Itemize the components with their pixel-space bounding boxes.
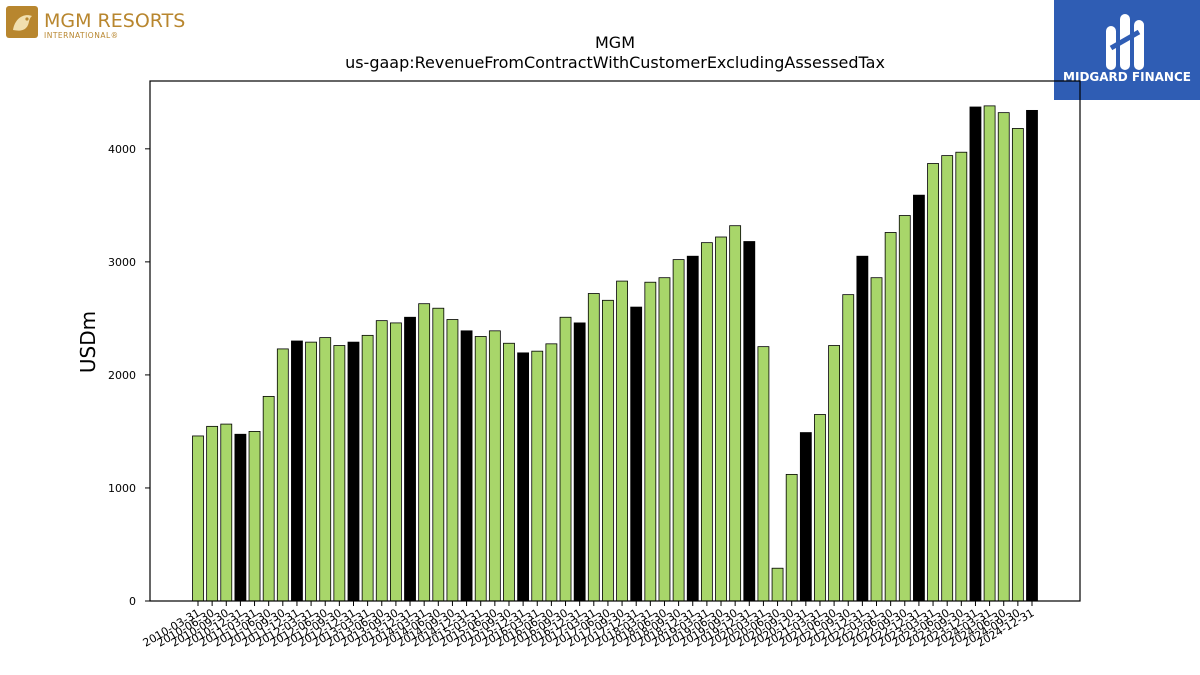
bar-2013-09-30 [389, 322, 402, 602]
chart-title: MGM [595, 33, 635, 52]
y-tick-label: 2000 [108, 369, 136, 382]
bar-2021-12-31 [856, 255, 869, 602]
bar-2016-03-31 [531, 350, 544, 602]
brand-left-name: MGM RESORTS [44, 10, 185, 32]
bar-2011-03-31 [248, 431, 261, 602]
bar-2012-12-31 [347, 341, 360, 602]
y-tick-label: 3000 [108, 256, 136, 269]
bar-2015-03-31 [474, 336, 487, 602]
y-tick-label: 0 [129, 595, 136, 608]
bar-2018-06-30 [658, 277, 671, 602]
chart-subtitle: us-gaap:RevenueFromContractWithCustomerE… [345, 53, 885, 72]
bar-2010-12-31 [234, 433, 247, 602]
bar-2015-12-31 [517, 352, 530, 602]
bar-2013-03-31 [361, 334, 374, 602]
x-axis-ticks: 2010-03-312010-06-302010-09-302010-12-31… [141, 601, 1037, 650]
bar-2017-09-30 [616, 280, 628, 602]
bar-2016-12-31 [573, 322, 586, 602]
bar-2020-09-30 [785, 473, 798, 602]
bar-2011-06-30 [262, 395, 275, 602]
bar-2017-12-31 [630, 306, 643, 602]
midgard-finance-logo: MIDGARD FINANCE [1054, 0, 1200, 100]
y-axis-label: USDm [76, 311, 100, 373]
bar-2021-06-30 [828, 345, 840, 602]
y-tick-label: 4000 [108, 143, 136, 156]
bar-2020-12-31 [799, 432, 812, 602]
bar-series [192, 105, 1038, 602]
mgm-lion-icon: MGM RESORTS INTERNATIONAL® [6, 6, 185, 40]
plot-frame [149, 80, 1081, 602]
bar-2019-03-31 [700, 242, 713, 602]
bar-2016-09-30 [559, 316, 572, 602]
bar-2010-09-30 [220, 423, 233, 602]
bar-2016-06-30 [545, 343, 558, 602]
bar-2013-06-30 [375, 320, 388, 602]
midgard-mark-icon: MIDGARD FINANCE [1063, 14, 1191, 84]
bar-2019-09-30 [729, 225, 742, 602]
y-tick-label: 1000 [108, 482, 136, 495]
bar-2021-03-31 [814, 414, 826, 602]
bar-2022-06-30 [884, 232, 897, 602]
bar-2023-06-30 [941, 155, 954, 602]
bar-2023-12-31 [969, 106, 982, 602]
bar-2010-03-31 [192, 435, 204, 602]
bar-2024-06-30 [997, 112, 1010, 602]
bar-2012-06-30 [319, 337, 332, 602]
bar-2013-12-31 [404, 316, 416, 602]
bar-2020-06-30 [771, 567, 784, 602]
mgm-resorts-logo: MGM RESORTS INTERNATIONAL® [6, 6, 196, 42]
y-axis-ticks: 0 1000 2000 3000 4000 [108, 143, 150, 608]
bar-2023-03-31 [927, 163, 939, 602]
bar-2017-06-30 [602, 299, 614, 602]
brand-right-name: MIDGARD FINANCE [1063, 70, 1191, 84]
bar-2014-09-30 [446, 319, 459, 602]
bar-2022-09-30 [898, 215, 911, 602]
bar-2011-09-30 [276, 348, 289, 602]
bar-2018-09-30 [672, 259, 685, 602]
bar-2015-06-30 [488, 330, 501, 602]
bar-2023-09-30 [955, 151, 968, 602]
bar-2010-06-30 [206, 425, 219, 602]
bar-2019-06-30 [715, 236, 727, 602]
bar-2024-12-31 [1026, 109, 1038, 602]
bar-2022-12-31 [913, 194, 925, 602]
bar-2022-03-31 [870, 277, 883, 602]
bar-2020-03-31 [757, 346, 770, 602]
bar-2011-12-31 [291, 340, 303, 602]
bar-2014-12-31 [460, 330, 473, 602]
bar-2012-09-30 [333, 345, 346, 602]
bar-2017-03-31 [587, 293, 600, 602]
brand-left-sub: INTERNATIONAL® [44, 31, 119, 40]
bar-2012-03-31 [305, 341, 317, 602]
bar-2018-12-31 [686, 255, 699, 602]
bar-2019-12-31 [743, 241, 756, 602]
bar-2015-09-30 [503, 342, 515, 602]
bar-2018-03-31 [644, 281, 657, 602]
bar-2024-09-30 [1011, 128, 1024, 602]
bar-2014-03-31 [418, 303, 431, 602]
bar-2021-09-30 [842, 294, 855, 602]
bar-2024-03-31 [983, 105, 996, 602]
bar-2014-06-30 [432, 307, 445, 602]
